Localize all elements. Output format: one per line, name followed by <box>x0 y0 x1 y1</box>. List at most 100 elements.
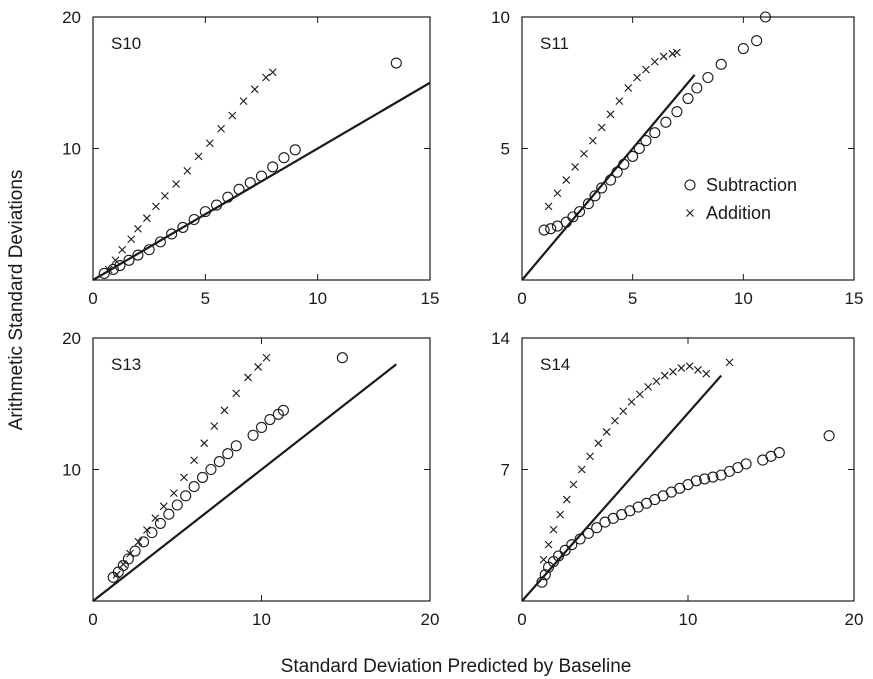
addition-point <box>668 49 677 58</box>
addition-point <box>194 152 203 161</box>
addition-point <box>183 166 192 175</box>
subtraction-point <box>691 82 703 94</box>
addition-point <box>606 110 615 119</box>
legend-circle-marker <box>684 179 696 191</box>
addition-point <box>549 525 558 534</box>
addition-point <box>659 52 668 61</box>
addition-point <box>673 48 681 57</box>
addition-point <box>161 191 169 200</box>
subtraction-point <box>545 223 557 235</box>
panel-label: S14 <box>540 355 570 374</box>
addition-point <box>134 224 142 233</box>
subtraction-point <box>138 536 150 548</box>
subtraction-point <box>154 517 166 529</box>
subtraction-point <box>196 471 209 483</box>
subtraction-point <box>671 106 683 118</box>
legend-label: Addition <box>706 203 771 223</box>
subtraction-point <box>132 249 144 261</box>
addition-point <box>190 456 198 465</box>
subtraction-point <box>552 550 565 562</box>
subtraction-point <box>715 58 727 70</box>
addition-point <box>151 514 160 523</box>
subtraction-point <box>582 198 594 210</box>
subtraction-point <box>146 527 158 539</box>
subtraction-point <box>122 553 134 565</box>
subtraction-point <box>166 228 178 240</box>
x-tick-label: 10 <box>679 610 698 629</box>
y-axis-title: Arithmetic Standard Deviations <box>6 170 27 431</box>
addition-point <box>685 362 694 371</box>
subtraction-point <box>596 182 608 194</box>
addition-point <box>228 111 237 120</box>
addition-point <box>126 549 134 558</box>
subtraction-point <box>640 135 652 147</box>
addition-point <box>169 489 178 498</box>
x-tick-label: 5 <box>628 289 637 308</box>
subtraction-point <box>188 213 200 226</box>
subtraction-point <box>278 152 290 164</box>
subtraction-point <box>222 191 234 203</box>
addition-point <box>544 202 553 211</box>
reference-line <box>521 374 723 602</box>
subtraction-point <box>699 473 711 485</box>
addition-point <box>119 560 128 569</box>
x-tick-label: 20 <box>845 610 864 629</box>
addition-point <box>615 97 624 106</box>
subtraction-point <box>573 206 586 218</box>
legend-label: Subtraction <box>706 175 797 195</box>
addition-point <box>112 570 121 579</box>
addition-point <box>104 265 113 274</box>
addition-point <box>180 473 188 482</box>
subtraction-point <box>582 527 594 539</box>
subtraction-point <box>633 142 645 155</box>
subtraction-point <box>171 499 183 511</box>
addition-point <box>220 406 229 415</box>
subtraction-point <box>538 224 550 236</box>
addition-point <box>111 256 120 265</box>
subtraction-point <box>267 161 279 173</box>
addition-point <box>702 369 711 378</box>
subtraction-point <box>222 448 234 460</box>
subtraction-point <box>129 545 141 557</box>
subtraction-point <box>114 259 126 272</box>
legend-cross-marker <box>686 209 694 217</box>
addition-point <box>127 235 136 244</box>
plot-frame <box>92 16 431 281</box>
subtraction-point <box>823 430 835 442</box>
addition-point <box>268 68 277 77</box>
addition-point <box>635 390 644 399</box>
subtraction-point <box>566 539 578 551</box>
reference-line <box>521 74 696 281</box>
addition-point <box>569 480 578 489</box>
subtraction-point <box>690 475 702 487</box>
subtraction-point <box>188 481 200 493</box>
panel-label: S11 <box>540 34 569 53</box>
addition-point <box>694 366 702 374</box>
subtraction-point <box>707 471 719 483</box>
subtraction-point <box>559 544 571 556</box>
subtraction-point <box>213 456 225 468</box>
y-tick-label: 20 <box>62 329 81 348</box>
addition-point <box>118 245 127 254</box>
x-axis-title: Standard Deviation Predicted by Baseline <box>281 656 632 677</box>
subtraction-point <box>264 413 276 426</box>
addition-point <box>633 73 641 82</box>
subtraction-point <box>98 267 110 279</box>
subtraction-point <box>591 522 603 534</box>
subtraction-point <box>390 57 402 69</box>
addition-point <box>134 537 143 546</box>
subtraction-point <box>117 559 129 572</box>
subtraction-point <box>574 533 586 545</box>
addition-point <box>159 502 168 511</box>
y-tick-label: 5 <box>501 140 510 159</box>
x-tick-label: 5 <box>201 289 210 308</box>
addition-point <box>624 84 633 92</box>
subtraction-point <box>649 127 661 139</box>
y-tick-label: 10 <box>62 461 81 480</box>
addition-point <box>152 202 160 211</box>
addition-point <box>544 540 553 549</box>
panel-s13: 0 10 20 10 20 S13 <box>62 329 439 629</box>
addition-point <box>250 85 259 94</box>
subtraction-point <box>682 92 694 105</box>
